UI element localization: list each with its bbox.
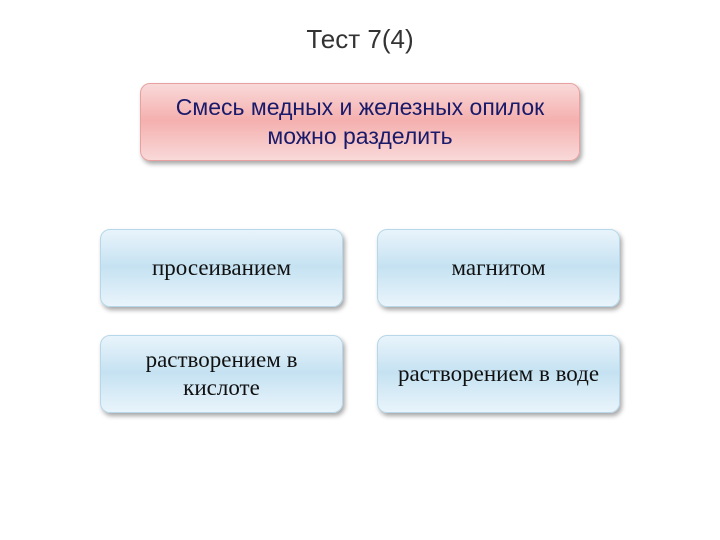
answers-grid: просеиванием магнитом растворением в кис… — [100, 229, 620, 413]
answer-option-3[interactable]: растворением в кислоте — [100, 335, 343, 413]
answer-option-2[interactable]: магнитом — [377, 229, 620, 307]
answer-option-4[interactable]: растворением в воде — [377, 335, 620, 413]
answer-label: просеиванием — [152, 254, 291, 282]
answer-option-1[interactable]: просеиванием — [100, 229, 343, 307]
answer-label: растворением в воде — [398, 360, 599, 388]
answer-label: магнитом — [451, 254, 545, 282]
question-text: Смесь медных и железных опилок можно раз… — [153, 93, 567, 151]
question-box: Смесь медных и железных опилок можно раз… — [140, 83, 580, 161]
page-title: Тест 7(4) — [0, 0, 720, 55]
answer-label: растворением в кислоте — [113, 346, 330, 401]
